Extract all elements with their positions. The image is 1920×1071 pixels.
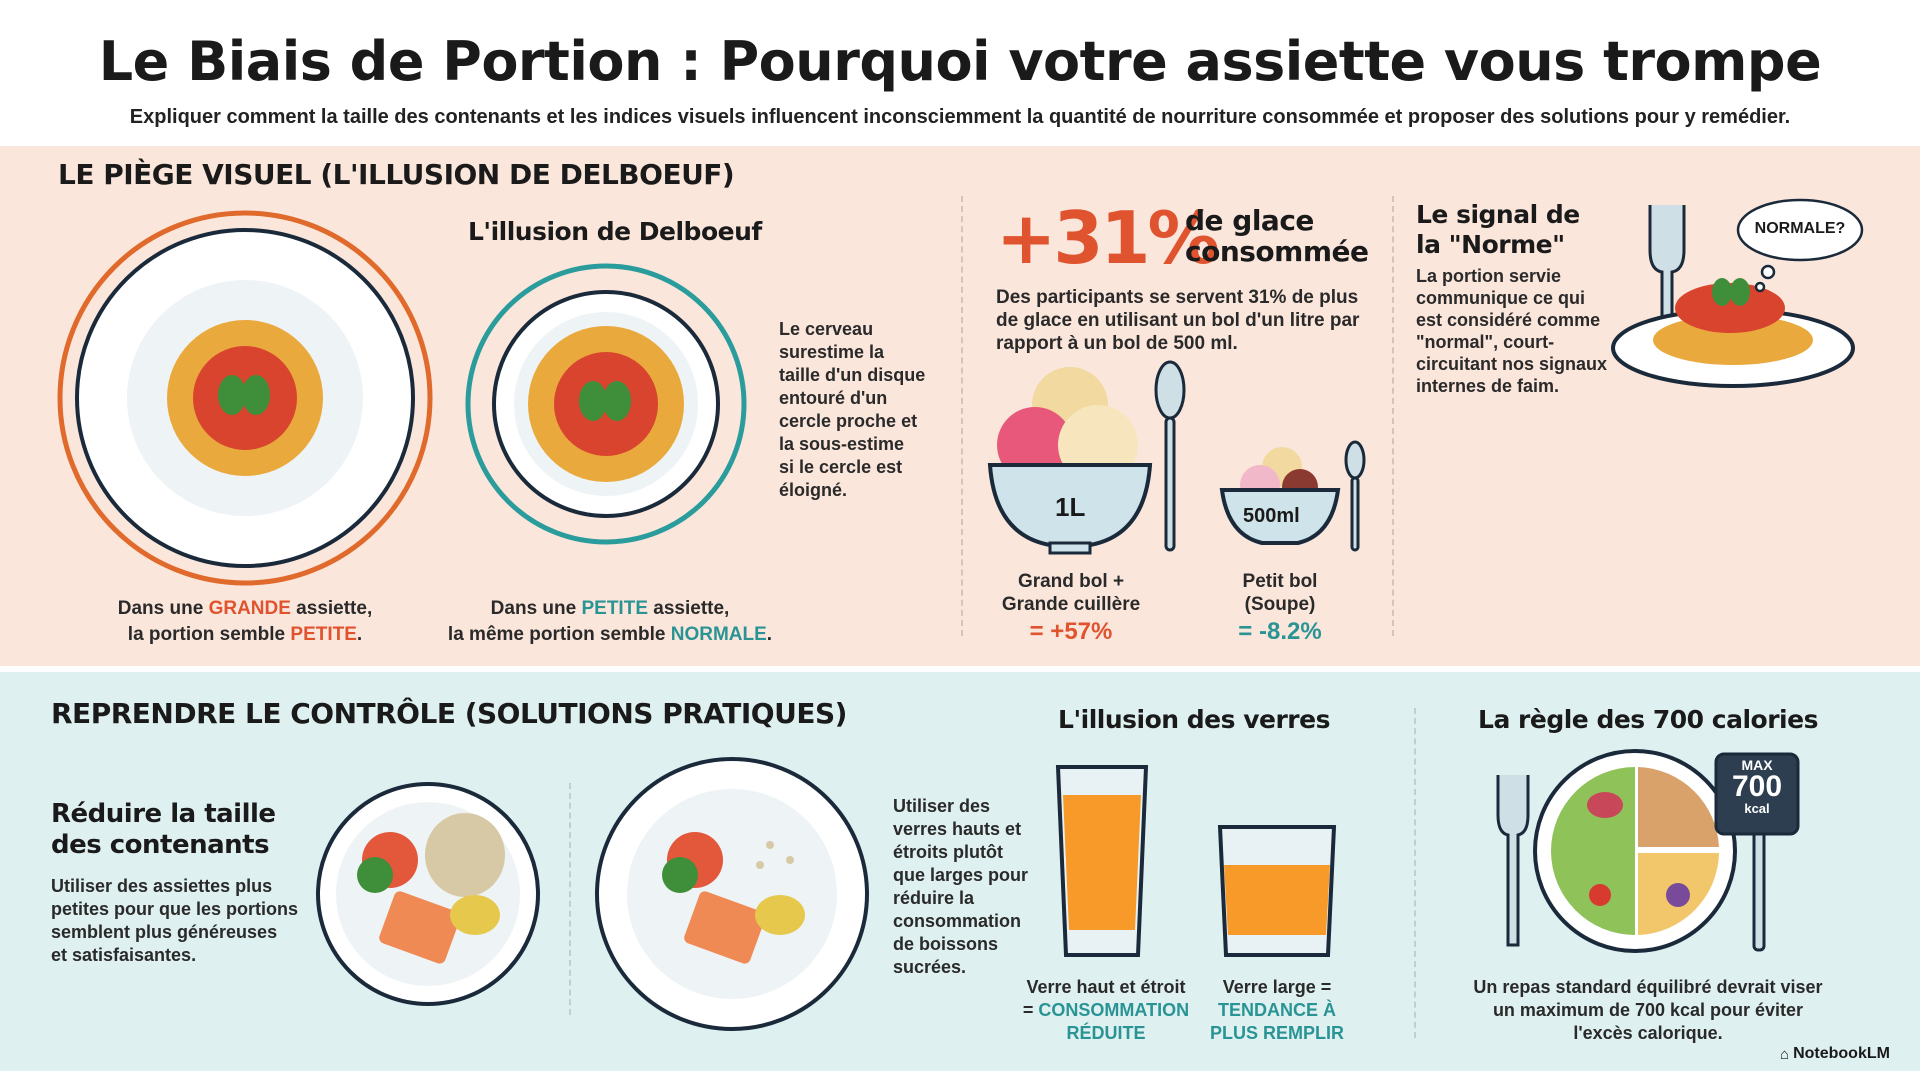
knife-icon — [1752, 823, 1766, 952]
reduce-title: Réduire la taille des contenants — [51, 799, 276, 860]
reduce-desc: Utiliser des assiettes plus petites pour … — [51, 876, 299, 965]
max-kcal-text: MAX 700 kcal — [1731, 757, 1783, 816]
notebooklm-icon: ⌂ — [1780, 1045, 1790, 1063]
ice-cream-stat: +31% — [996, 196, 1220, 280]
section-heading-solutions: REPRENDRE LE CONTRÔLE (SOLUTIONS PRATIQU… — [51, 697, 847, 730]
small-plate-caption: Dans une PETITE assiette, la même portio… — [447, 598, 773, 645]
wide-glass-caption: Verre large = TENDANCE À PLUS REMPLIR — [1209, 977, 1344, 1043]
glasses-title: L'illusion des verres — [1058, 705, 1330, 734]
calories-desc: Un repas standard équilibré devrait vise… — [1473, 977, 1823, 1043]
spaghetti-plate-icon — [1611, 278, 1855, 388]
divider — [1414, 708, 1416, 1038]
small-plate-icon — [465, 263, 747, 545]
section-heading-trap: LE PIÈGE VISUEL (L'ILLUSION DE DELBOEUF) — [58, 158, 735, 191]
delboeuf-illustration — [57, 210, 747, 586]
big-plate-caption: Dans une GRANDE assiette, la portion sem… — [117, 598, 373, 645]
norm-title: Le signal de la "Norme" — [1416, 200, 1580, 259]
wide-glass-icon — [1217, 825, 1337, 957]
small-bowl-icon — [1219, 440, 1366, 552]
norm-desc: La portion servie communique ce qui est co… — [1416, 266, 1608, 396]
large-meal-plate-icon — [595, 757, 869, 1031]
big-bowl-icon — [987, 360, 1186, 555]
small-meal-plate-icon — [316, 782, 540, 1006]
tall-glass-caption: Verre haut et étroit = CONSOMMATION RÉDU… — [1022, 977, 1190, 1043]
norm-plate-illustration — [1611, 198, 1864, 388]
ice-cream-desc: Des participants se servent 31% de plus d… — [996, 287, 1360, 354]
tall-glass-icon — [1055, 765, 1149, 957]
divider — [569, 783, 571, 1015]
thought-bubble-text: NORMALE? — [1754, 220, 1846, 237]
fork-icon — [1496, 775, 1530, 947]
max-kcal-sign — [1714, 752, 1800, 836]
calories-title: La règle des 700 calories — [1478, 705, 1818, 734]
illusion-text: Le cerveau surestime la taille d'un disque… — [779, 319, 926, 500]
notebooklm-logo: ⌂ NotebookLM — [1780, 1045, 1890, 1063]
page-subtitle: Expliquer comment la taille des contenan… — [129, 106, 1791, 128]
brand-name: NotebookLM — [1793, 1045, 1890, 1062]
divider — [1392, 196, 1394, 636]
ice-cream-stat-label: de glace consommée — [1185, 204, 1369, 268]
plates-comparison-illustration — [316, 757, 869, 1031]
calorie-plate-illustration — [1496, 749, 1800, 953]
small-bowl-caption: Petit bol (Soupe) = -8.2% — [1238, 571, 1322, 645]
glasses-desc: Utiliser des verres hauts et étroits plutô… — [893, 796, 1029, 977]
small-bowl-label: 500ml — [1243, 505, 1300, 527]
ice-cream-bowls-illustration — [987, 360, 1366, 555]
big-bowl-label: 1L — [1055, 492, 1086, 522]
illusion-title: L'illusion de Delboeuf — [468, 217, 762, 246]
big-plate-icon — [57, 210, 433, 586]
glasses-illustration — [1055, 765, 1337, 957]
divided-plate-icon — [1533, 749, 1737, 953]
page-title: Le Biais de Portion : Pourquoi votre ass… — [98, 30, 1822, 93]
thought-bubble-icon — [1736, 198, 1864, 293]
divider — [961, 196, 963, 636]
big-bowl-caption: Grand bol + Grande cuillère = +57% — [1001, 571, 1141, 645]
